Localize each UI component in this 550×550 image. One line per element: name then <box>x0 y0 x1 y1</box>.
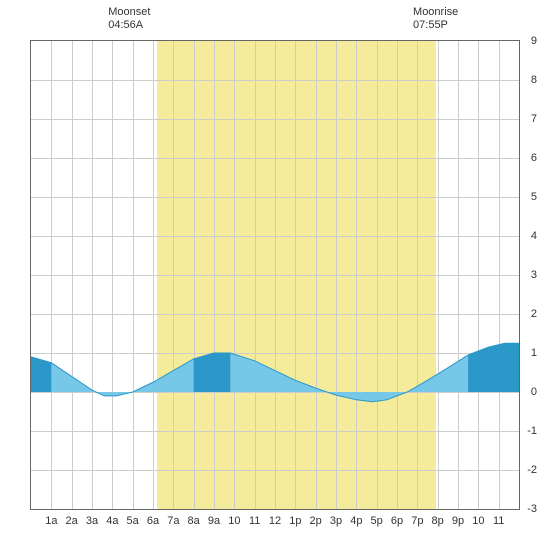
moonset-annotation: Moonset04:56A <box>108 6 150 32</box>
x-tick-label: 3p <box>330 515 342 527</box>
plot-area: 1a2a3a4a5a6a7a8a9a1011121p2p3p4p5p6p7p8p… <box>30 40 520 510</box>
x-tick-label: 1p <box>289 515 301 527</box>
x-tick-label: 2p <box>310 515 322 527</box>
y-tick-label: 3 <box>531 269 537 281</box>
x-tick-label: 8p <box>432 515 444 527</box>
x-tick-label: 11 <box>249 515 260 527</box>
y-tick-label: -3 <box>527 503 537 515</box>
x-tick-label: 4a <box>106 515 118 527</box>
y-tick-label: -2 <box>527 464 537 476</box>
x-tick-label: 5a <box>127 515 139 527</box>
x-tick-label: 12 <box>269 515 281 527</box>
x-tick-label: 6a <box>147 515 159 527</box>
y-tick-label: 4 <box>531 230 537 242</box>
x-tick-label: 10 <box>228 515 240 527</box>
y-tick-label: -1 <box>527 425 537 437</box>
x-tick-label: 1a <box>45 515 57 527</box>
y-tick-label: 0 <box>531 386 537 398</box>
x-tick-label: 9a <box>208 515 220 527</box>
tide-chart: 1a2a3a4a5a6a7a8a9a1011121p2p3p4p5p6p7p8p… <box>0 0 550 550</box>
y-tick-label: 9 <box>531 35 537 47</box>
x-tick-label: 6p <box>391 515 403 527</box>
annotation-label: Moonset <box>108 6 150 19</box>
moonrise-annotation: Moonrise07:55P <box>413 6 458 32</box>
y-tick-label: 1 <box>531 347 537 359</box>
x-tick-label: 4p <box>350 515 362 527</box>
x-tick-label: 10 <box>472 515 484 527</box>
y-tick-label: 7 <box>531 113 537 125</box>
annotation-time: 07:55P <box>413 19 458 32</box>
annotation-label: Moonrise <box>413 6 458 19</box>
x-tick-label: 9p <box>452 515 464 527</box>
x-tick-label: 7a <box>167 515 179 527</box>
x-tick-label: 11 <box>493 515 504 527</box>
annotation-time: 04:56A <box>108 19 150 32</box>
x-tick-label: 5p <box>371 515 383 527</box>
tide-area <box>31 41 519 509</box>
y-tick-label: 2 <box>531 308 537 320</box>
x-tick-label: 2a <box>66 515 78 527</box>
y-tick-label: 8 <box>531 74 537 86</box>
y-tick-label: 6 <box>531 152 537 164</box>
x-tick-label: 8a <box>188 515 200 527</box>
x-tick-label: 7p <box>411 515 423 527</box>
x-tick-label: 3a <box>86 515 98 527</box>
y-tick-label: 5 <box>531 191 537 203</box>
